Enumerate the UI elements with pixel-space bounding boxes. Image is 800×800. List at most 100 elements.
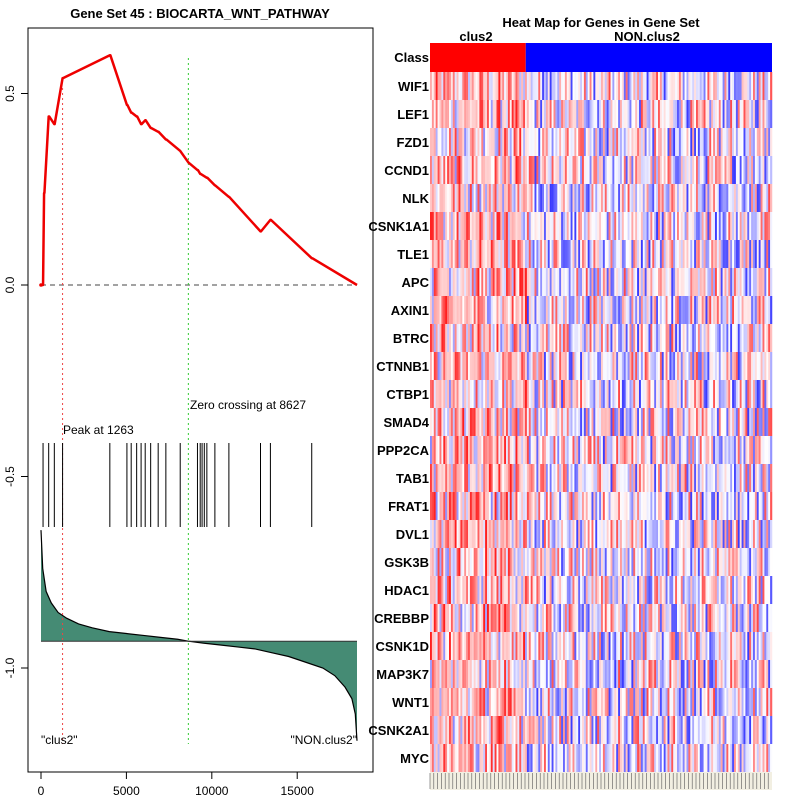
heat-cell: [523, 492, 526, 520]
heat-cell: [544, 408, 547, 436]
heat-cell: [466, 408, 469, 436]
heat-cell: [515, 604, 518, 632]
heat-cell: [526, 352, 530, 380]
heat-cell: [564, 128, 568, 156]
heat-cell: [699, 100, 702, 128]
heat-cell: [452, 408, 455, 436]
heat-cell: [597, 744, 600, 772]
heat-cell: [656, 100, 659, 128]
heat-cell: [591, 212, 594, 240]
heat-cell: [452, 492, 455, 520]
heat-cell: [599, 576, 602, 604]
heat-cell: [450, 352, 454, 380]
heat-cell: [452, 128, 455, 156]
heat-cell: [572, 296, 575, 324]
heat-cell: [587, 352, 590, 380]
heat-cell: [713, 604, 716, 632]
heat-cell: [627, 268, 630, 296]
heat-cell: [574, 268, 577, 296]
heat-cell: [547, 492, 550, 520]
heat-cell: [694, 520, 697, 548]
heat-cell: [631, 604, 634, 632]
heat-cell: [614, 744, 617, 772]
heat-cell: [743, 72, 746, 100]
heat-cell: [595, 436, 598, 464]
heat-cell: [604, 100, 607, 128]
heat-cell: [726, 464, 729, 492]
heat-cell: [623, 660, 626, 688]
heat-cell: [606, 380, 609, 408]
heat-cell: [534, 688, 537, 716]
heat-cell: [618, 688, 621, 716]
heat-cell: [644, 464, 647, 492]
heat-cell: [627, 464, 630, 492]
heat-cell: [559, 72, 562, 100]
heat-cell: [713, 268, 716, 296]
heat-cell: [462, 744, 465, 772]
heat-cell: [431, 184, 435, 212]
heat-cell: [618, 576, 621, 604]
heat-cell: [620, 240, 623, 268]
heat-cell: [743, 100, 746, 128]
heat-cell: [506, 632, 509, 660]
heat-cell: [716, 184, 720, 212]
heat-cell: [756, 100, 759, 128]
heat-cell: [644, 156, 647, 184]
heat-cell: [637, 156, 640, 184]
heat-cell: [477, 212, 480, 240]
heat-cell: [513, 240, 516, 268]
heat-cell: [728, 716, 731, 744]
heat-cell: [650, 352, 653, 380]
heat-cell: [675, 548, 678, 576]
heat-cell: [768, 352, 771, 380]
heat-cell: [678, 660, 682, 688]
heat-cell: [635, 184, 638, 212]
class-bar-clus2: [430, 43, 526, 72]
heat-cell: [602, 408, 606, 436]
gene-label: CTNNB1: [376, 359, 429, 374]
heat-cell: [526, 296, 530, 324]
heat-cell: [669, 660, 672, 688]
heat-cell: [547, 604, 550, 632]
heat-cell: [760, 436, 763, 464]
heat-cell: [475, 688, 478, 716]
heat-cell: [639, 716, 642, 744]
heat-cell: [639, 660, 642, 688]
heat-cell: [639, 156, 642, 184]
heat-cell: [705, 464, 708, 492]
heat-cell: [754, 520, 758, 548]
heat-cell: [555, 744, 558, 772]
heat-cell: [475, 436, 478, 464]
heat-cell: [576, 240, 579, 268]
heat-cell: [709, 436, 712, 464]
heat-cell: [707, 380, 710, 408]
heat-cell: [739, 240, 742, 268]
heat-cell: [551, 408, 554, 436]
heat-cell: [502, 464, 505, 492]
heat-cell: [707, 688, 710, 716]
heat-cell: [542, 212, 545, 240]
heat-cell: [445, 576, 448, 604]
heat-cell: [587, 212, 590, 240]
heat-cell: [450, 324, 454, 352]
heat-cell: [483, 352, 486, 380]
heat-cell: [652, 604, 655, 632]
heat-cell: [703, 268, 706, 296]
heat-cell: [445, 268, 448, 296]
heat-cell: [760, 492, 763, 520]
heat-cell: [690, 352, 693, 380]
heat-cell: [589, 548, 592, 576]
heat-cell: [620, 268, 623, 296]
heat-cell: [506, 576, 509, 604]
heat-cell: [521, 128, 524, 156]
heat-cell: [640, 128, 644, 156]
heat-cell: [758, 380, 761, 408]
heat-cell: [701, 240, 704, 268]
heat-cell: [697, 128, 701, 156]
heat-cell: [661, 128, 664, 156]
heat-cell: [450, 296, 454, 324]
heat-cell: [585, 716, 588, 744]
heat-cell: [547, 408, 550, 436]
left-class-label: "clus2": [41, 733, 78, 747]
heat-cell: [570, 240, 573, 268]
